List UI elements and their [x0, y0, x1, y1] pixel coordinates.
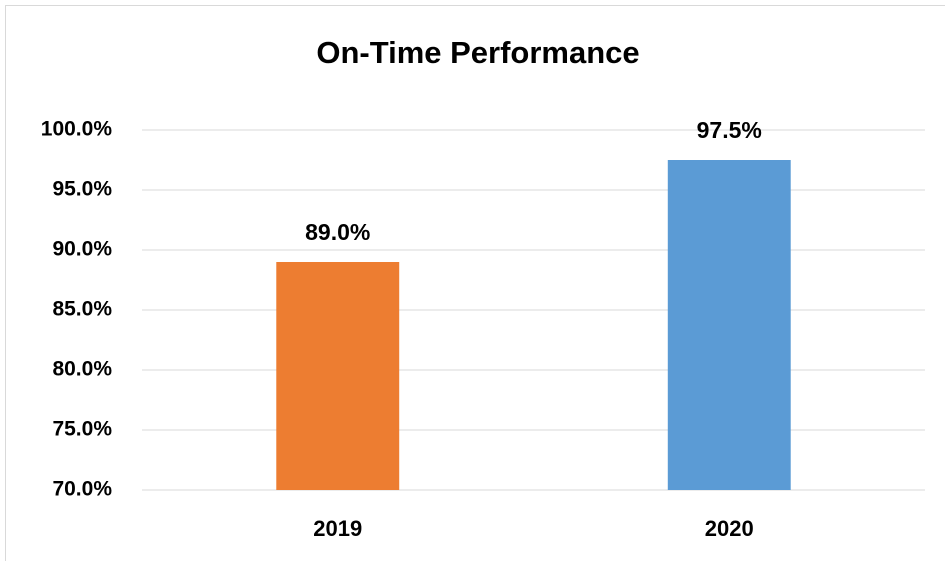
y-tick-label: 90.0% — [52, 238, 112, 261]
y-tick-label: 70.0% — [52, 478, 112, 501]
y-tick-label: 80.0% — [52, 358, 112, 381]
y-tick-label: 95.0% — [52, 178, 112, 201]
value-label: 89.0% — [305, 219, 370, 245]
chart-title: On-Time Performance — [316, 35, 639, 70]
y-tick-label: 75.0% — [52, 418, 112, 441]
x-tick-label: 2020 — [705, 516, 754, 541]
bar — [667, 160, 791, 490]
x-tick-label: 2019 — [313, 516, 362, 541]
chart-border — [5, 5, 945, 561]
bar — [276, 262, 400, 490]
y-tick-label: 100.0% — [41, 118, 113, 141]
y-tick-label: 85.0% — [52, 298, 112, 321]
value-label: 97.5% — [697, 117, 762, 143]
